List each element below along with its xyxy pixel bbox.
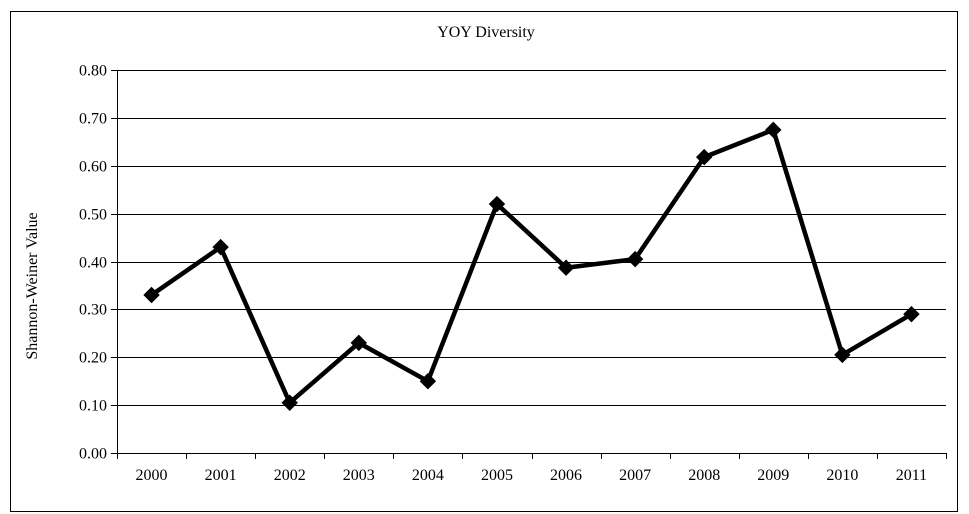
x-tick-label: 2009 — [757, 467, 789, 484]
y-tick-label: 0.30 — [79, 302, 107, 319]
data-point — [765, 121, 782, 139]
series-group — [143, 121, 920, 411]
data-point — [281, 394, 298, 411]
chart-title: YOY Diversity — [437, 24, 535, 41]
y-axis-label: Shannon-Weiner Value — [24, 212, 41, 359]
chart-border — [10, 11, 958, 512]
y-tick-label: 0.80 — [79, 63, 107, 80]
x-tick-label: 2004 — [412, 467, 444, 484]
x-tick-label: 2001 — [205, 467, 237, 484]
x-tick-label: 2008 — [688, 467, 720, 484]
data-point — [350, 334, 367, 352]
x-tick-label: 2011 — [896, 467, 927, 484]
x-tick-label: 2006 — [550, 467, 582, 484]
data-point — [903, 305, 920, 323]
axes — [111, 70, 947, 459]
gridlines — [117, 70, 946, 406]
x-tick-label: 2002 — [274, 467, 306, 484]
y-tick-label: 0.00 — [79, 446, 107, 463]
y-tick-labels: 0.00 0.10 0.20 0.30 0.40 0.50 0.60 0.70 0.80 — [79, 63, 107, 463]
y-tick-label: 0.60 — [79, 159, 107, 176]
y-tick-label: 0.40 — [79, 255, 107, 272]
data-point — [696, 148, 713, 166]
data-point — [488, 195, 506, 213]
data-point — [212, 238, 229, 256]
x-tick-label: 2010 — [826, 467, 858, 484]
data-point — [626, 250, 644, 268]
x-tick-label: 2003 — [343, 467, 375, 484]
x-tick-labels: 2000 2001 2002 2003 2004 2005 2006 2007 2008 2009… — [136, 467, 928, 484]
y-tick-label: 0.20 — [79, 350, 107, 367]
x-tick-label: 2005 — [481, 467, 513, 484]
x-tick-label: 2000 — [136, 467, 168, 484]
data-point — [557, 259, 575, 276]
y-tick-label: 0.70 — [79, 111, 107, 128]
x-tick-label: 2007 — [619, 467, 651, 484]
series-line — [149, 127, 914, 405]
data-point — [834, 346, 851, 364]
data-point — [419, 372, 437, 390]
y-tick-label: 0.10 — [79, 398, 107, 415]
y-tick-label: 0.50 — [79, 207, 107, 224]
data-point — [143, 286, 160, 304]
